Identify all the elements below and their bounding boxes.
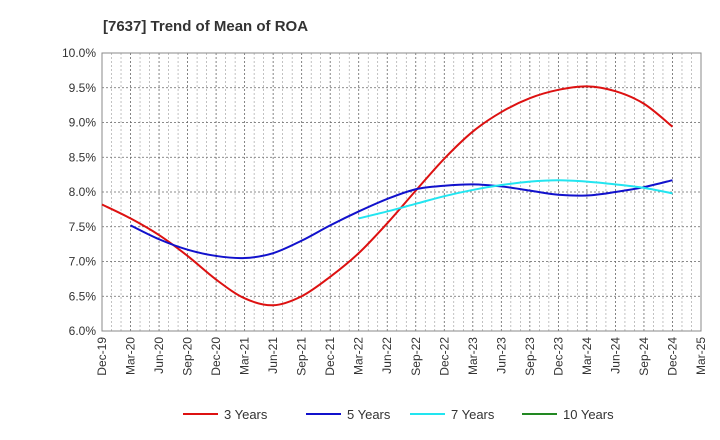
x-tick-label: Mar-21 [238,337,252,375]
plot-area: 6.0% 6.5% 7.0% 7.5% 8.0% 8.5% 9.0% 9.5% 10.0% Dec… [62,46,708,376]
chart-title: [7637] Trend of Mean of ROA [103,18,308,35]
x-tick-label: Dec-20 [209,337,223,376]
x-tick-label: Dec-23 [551,337,565,376]
x-tick-label: Sep-21 [295,337,309,376]
series-line-7-years [358,179,673,220]
x-tick-label: Dec-24 [665,337,679,376]
x-tick-label: Dec-22 [437,337,451,376]
legend-label: 7 Years [451,407,495,422]
y-tick-label: 6.0% [69,324,97,338]
x-tick-label: Dec-19 [95,337,109,376]
x-tick-label: Dec-21 [323,337,337,376]
x-tick-label: Mar-22 [352,337,366,375]
series-line-5-years [130,179,673,260]
x-tick-label: Jun-24 [608,337,622,374]
x-tick-label: Jun-20 [152,337,166,374]
x-tick-label: Jun-22 [380,337,394,374]
y-tick-label: 6.5% [69,289,97,303]
x-tick-label: Jun-23 [494,337,508,374]
series-line-3-years [101,85,674,307]
y-tick-label: 8.0% [69,185,97,199]
y-tick-label: 10.0% [62,46,96,60]
y-tick-label: 8.5% [69,150,97,164]
x-tick-label: Sep-23 [523,337,537,376]
legend-label: 3 Years [224,407,268,422]
plot-background [102,53,701,331]
y-tick-label: 7.0% [69,255,97,269]
y-tick-label: 9.0% [69,116,97,130]
plot-border [101,52,702,332]
x-tick-label: Mar-23 [466,337,480,375]
legend-label: 5 Years [347,407,391,422]
legend-label: 10 Years [563,407,614,422]
x-tick-label: Jun-21 [266,337,280,374]
x-tick-label: Mar-25 [694,337,708,375]
x-tick-label: Sep-20 [181,337,195,376]
x-tick-label: Sep-24 [637,337,651,376]
y-tick-label: 7.5% [69,220,97,234]
legend: 3 Years 5 Years 7 Years 10 Years [183,407,614,422]
y-tick-label: 9.5% [69,81,97,95]
x-tick-label: Sep-22 [409,337,423,376]
x-tick-label: Mar-24 [580,337,594,375]
x-tick-label: Mar-20 [124,337,138,375]
